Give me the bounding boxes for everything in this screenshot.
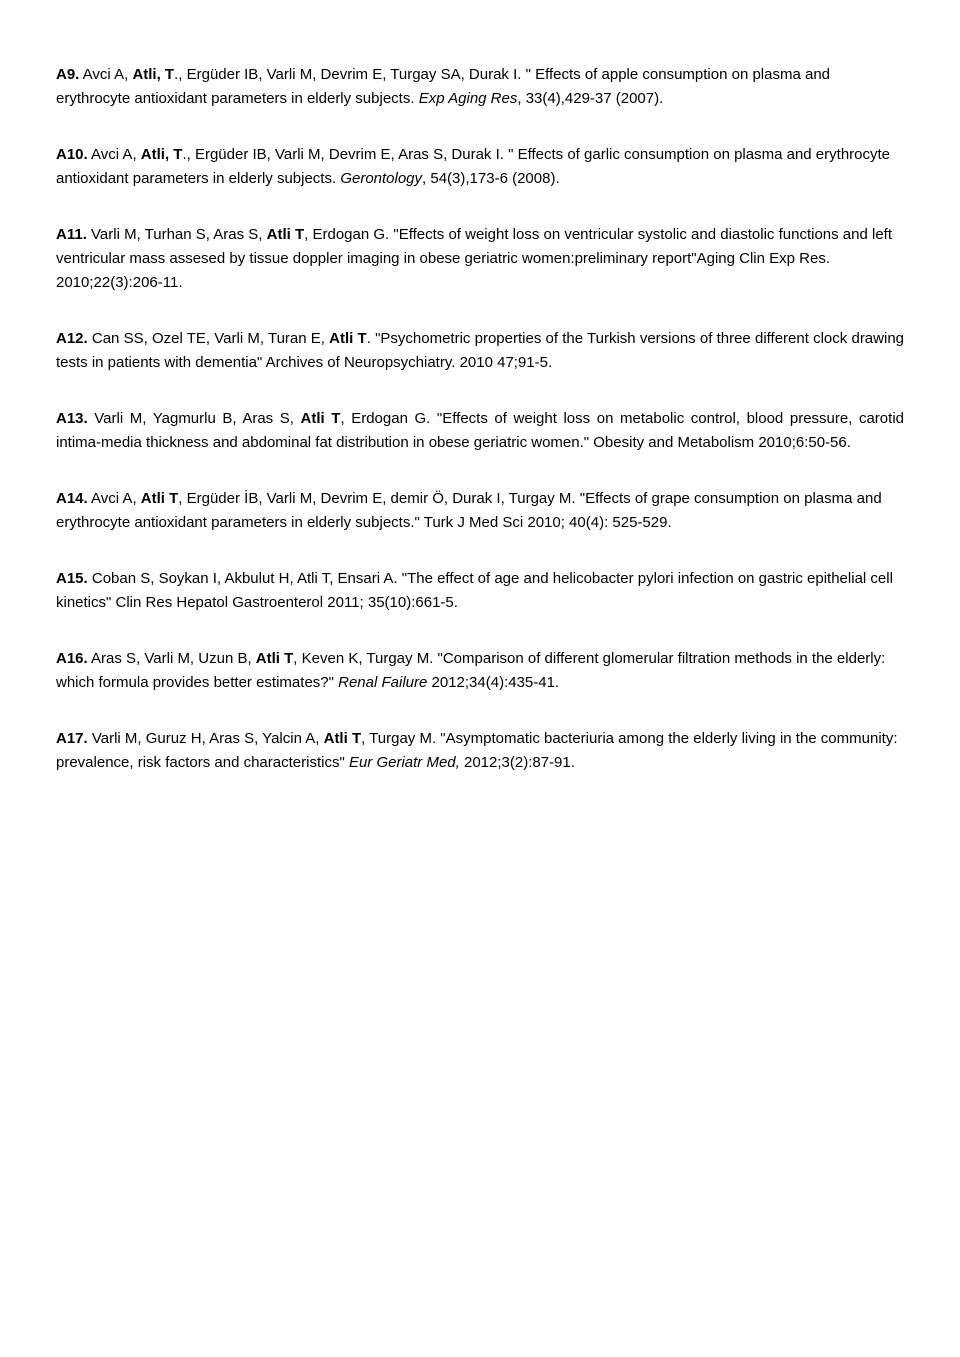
document-body: A9. Avci A, Atli, T., Ergüder IB, Varli …: [56, 63, 904, 775]
text-segment: Atli, T: [132, 66, 174, 83]
text-segment: A15.: [56, 570, 88, 587]
reference-entry: A9. Avci A, Atli, T., Ergüder IB, Varli …: [56, 63, 904, 111]
reference-entry: A13. Varli M, Yagmurlu B, Aras S, Atli T…: [56, 407, 904, 455]
text-segment: Atli T: [141, 490, 179, 507]
reference-entry: A17. Varli M, Guruz H, Aras S, Yalcin A,…: [56, 727, 904, 775]
reference-entry: A10. Avci A, Atli, T., Ergüder IB, Varli…: [56, 143, 904, 191]
text-segment: Atli T: [267, 226, 305, 243]
text-segment: 2012;34(4):435-41.: [427, 674, 559, 691]
text-segment: 2012;3(2):87-91.: [460, 754, 575, 771]
text-segment: Atli T: [256, 650, 294, 667]
text-segment: Avci A,: [88, 146, 141, 163]
text-segment: Varli M, Yagmurlu B, Aras S,: [88, 410, 301, 427]
reference-entry: A11. Varli M, Turhan S, Aras S, Atli T, …: [56, 223, 904, 295]
reference-entry: A14. Avci A, Atli T, Ergüder İB, Varli M…: [56, 487, 904, 535]
text-segment: , 33(4),429-37 (2007).: [517, 90, 663, 107]
text-segment: , 54(3),173-6 (2008).: [422, 170, 560, 187]
reference-entry: A15. Coban S, Soykan I, Akbulut H, Atli …: [56, 567, 904, 615]
text-segment: Atli T: [329, 330, 367, 347]
text-segment: A13.: [56, 410, 88, 427]
text-segment: A10.: [56, 146, 88, 163]
text-segment: Can SS, Ozel TE, Varli M, Turan E,: [88, 330, 329, 347]
text-segment: A17.: [56, 730, 88, 747]
text-segment: Exp Aging Res: [419, 90, 518, 107]
text-segment: Varli M, Turhan S, Aras S,: [87, 226, 267, 243]
reference-entry: A16. Aras S, Varli M, Uzun B, Atli T, Ke…: [56, 647, 904, 695]
text-segment: Eur Geriatr Med,: [349, 754, 460, 771]
text-segment: A12.: [56, 330, 88, 347]
text-segment: Atli, T: [141, 146, 183, 163]
text-segment: A9.: [56, 66, 79, 83]
text-segment: Avci A,: [79, 66, 132, 83]
text-segment: A16.: [56, 650, 88, 667]
text-segment: Aras S, Varli M, Uzun B,: [88, 650, 256, 667]
text-segment: Avci A,: [88, 490, 141, 507]
text-segment: A11.: [56, 226, 87, 243]
text-segment: Gerontology: [340, 170, 422, 187]
text-segment: Atli T: [301, 410, 341, 427]
text-segment: A14.: [56, 490, 88, 507]
text-segment: Varli M, Guruz H, Aras S, Yalcin A,: [88, 730, 324, 747]
text-segment: Renal Failure: [338, 674, 427, 691]
text-segment: Atli T: [324, 730, 362, 747]
reference-entry: A12. Can SS, Ozel TE, Varli M, Turan E, …: [56, 327, 904, 375]
text-segment: Coban S, Soykan I, Akbulut H, Atli T, En…: [56, 570, 893, 611]
text-segment: , Ergüder İB, Varli M, Devrim E, demir Ö…: [56, 490, 882, 531]
